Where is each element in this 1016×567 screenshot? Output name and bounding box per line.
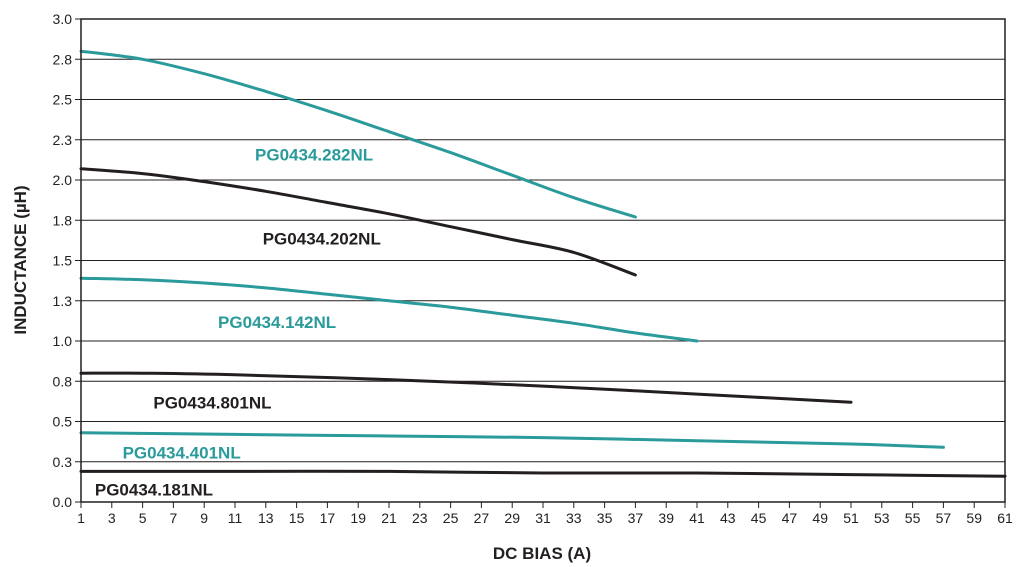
- y-tick-label: 0.0: [53, 494, 73, 510]
- y-axis-title: INDUCTANCE (µH): [11, 185, 30, 334]
- x-tick-label: 19: [350, 510, 366, 526]
- series-line-pg0434-401nl: [79, 431, 945, 449]
- series-label-pg0434-202nl: PG0434.202NL: [263, 229, 381, 248]
- x-tick-label: 5: [139, 510, 147, 526]
- x-tick-label: 43: [720, 510, 736, 526]
- x-tick-label: 53: [874, 510, 890, 526]
- x-tick-label: 47: [782, 510, 798, 526]
- y-tick-label: 2.8: [53, 51, 73, 67]
- y-tick-label: 0.5: [53, 414, 73, 430]
- x-tick-label: 37: [628, 510, 644, 526]
- series-line-pg0434-801nl: [79, 371, 853, 404]
- y-tick-label: 1.3: [53, 293, 73, 309]
- x-tick-label: 13: [258, 510, 274, 526]
- x-tick-label: 41: [689, 510, 705, 526]
- x-tick-label: 1: [77, 510, 85, 526]
- x-tick-label: 33: [566, 510, 582, 526]
- series-line-pg0434-282nl: [79, 49, 637, 219]
- x-tick-label: 17: [320, 510, 336, 526]
- x-tick-label: 35: [597, 510, 613, 526]
- x-tick-label: 45: [751, 510, 767, 526]
- x-tick-label: 27: [474, 510, 490, 526]
- y-tick-label: 1.8: [53, 212, 73, 228]
- x-tick-label: 31: [535, 510, 551, 526]
- x-tick-label: 15: [289, 510, 305, 526]
- x-tick-label: 39: [658, 510, 674, 526]
- series-label-pg0434-282nl: PG0434.282NL: [255, 146, 373, 165]
- x-axis-title: DC BIAS (A): [493, 544, 591, 563]
- series-line-pg0434-202nl: [79, 167, 637, 277]
- series-label-pg0434-181nl: PG0434.181NL: [95, 481, 213, 500]
- series-label-pg0434-801nl: PG0434.801NL: [153, 394, 271, 413]
- x-tick-label: 49: [812, 510, 828, 526]
- series-lines: [79, 49, 1007, 478]
- x-tick-label: 7: [170, 510, 178, 526]
- y-tick-label: 0.8: [53, 373, 73, 389]
- x-tick-label: 59: [966, 510, 982, 526]
- y-tick-label: 1.0: [53, 333, 73, 349]
- x-tick-label: 51: [843, 510, 859, 526]
- series-label-pg0434-401nl: PG0434.401NL: [123, 444, 241, 463]
- x-tick-label: 21: [381, 510, 397, 526]
- series-line-pg0434-181nl: [79, 469, 1007, 478]
- x-tick-label: 3: [108, 510, 116, 526]
- x-tick-label: 23: [412, 510, 428, 526]
- x-tick-label: 57: [936, 510, 952, 526]
- series-line-pg0434-142nl: [79, 276, 699, 343]
- y-tick-label: 3.0: [53, 11, 73, 27]
- x-tick-label: 61: [997, 510, 1013, 526]
- y-tick-label: 2.3: [53, 132, 73, 148]
- grid-lines: [81, 58, 1005, 463]
- x-tick-label: 29: [504, 510, 520, 526]
- y-tick-label: 2.0: [53, 172, 73, 188]
- y-tick-label: 1.5: [53, 253, 73, 269]
- series-labels: PG0434.282NL PG0434.202NL PG0434.142NL PG04…: [95, 146, 381, 500]
- y-tick-label: 2.5: [53, 92, 73, 108]
- x-tick-label: 55: [905, 510, 921, 526]
- axis-ticks: 0.0 0.3 0.5 0.8 1.0 1.3 1.5 1.8 2.0 2.3 2.5 2.8 3.0 1…: [53, 11, 1013, 526]
- x-tick-label: 9: [200, 510, 208, 526]
- y-tick-label: 0.3: [53, 454, 73, 470]
- series-label-pg0434-142nl: PG0434.142NL: [218, 313, 336, 332]
- x-tick-label: 25: [443, 510, 459, 526]
- x-tick-label: 11: [228, 510, 243, 526]
